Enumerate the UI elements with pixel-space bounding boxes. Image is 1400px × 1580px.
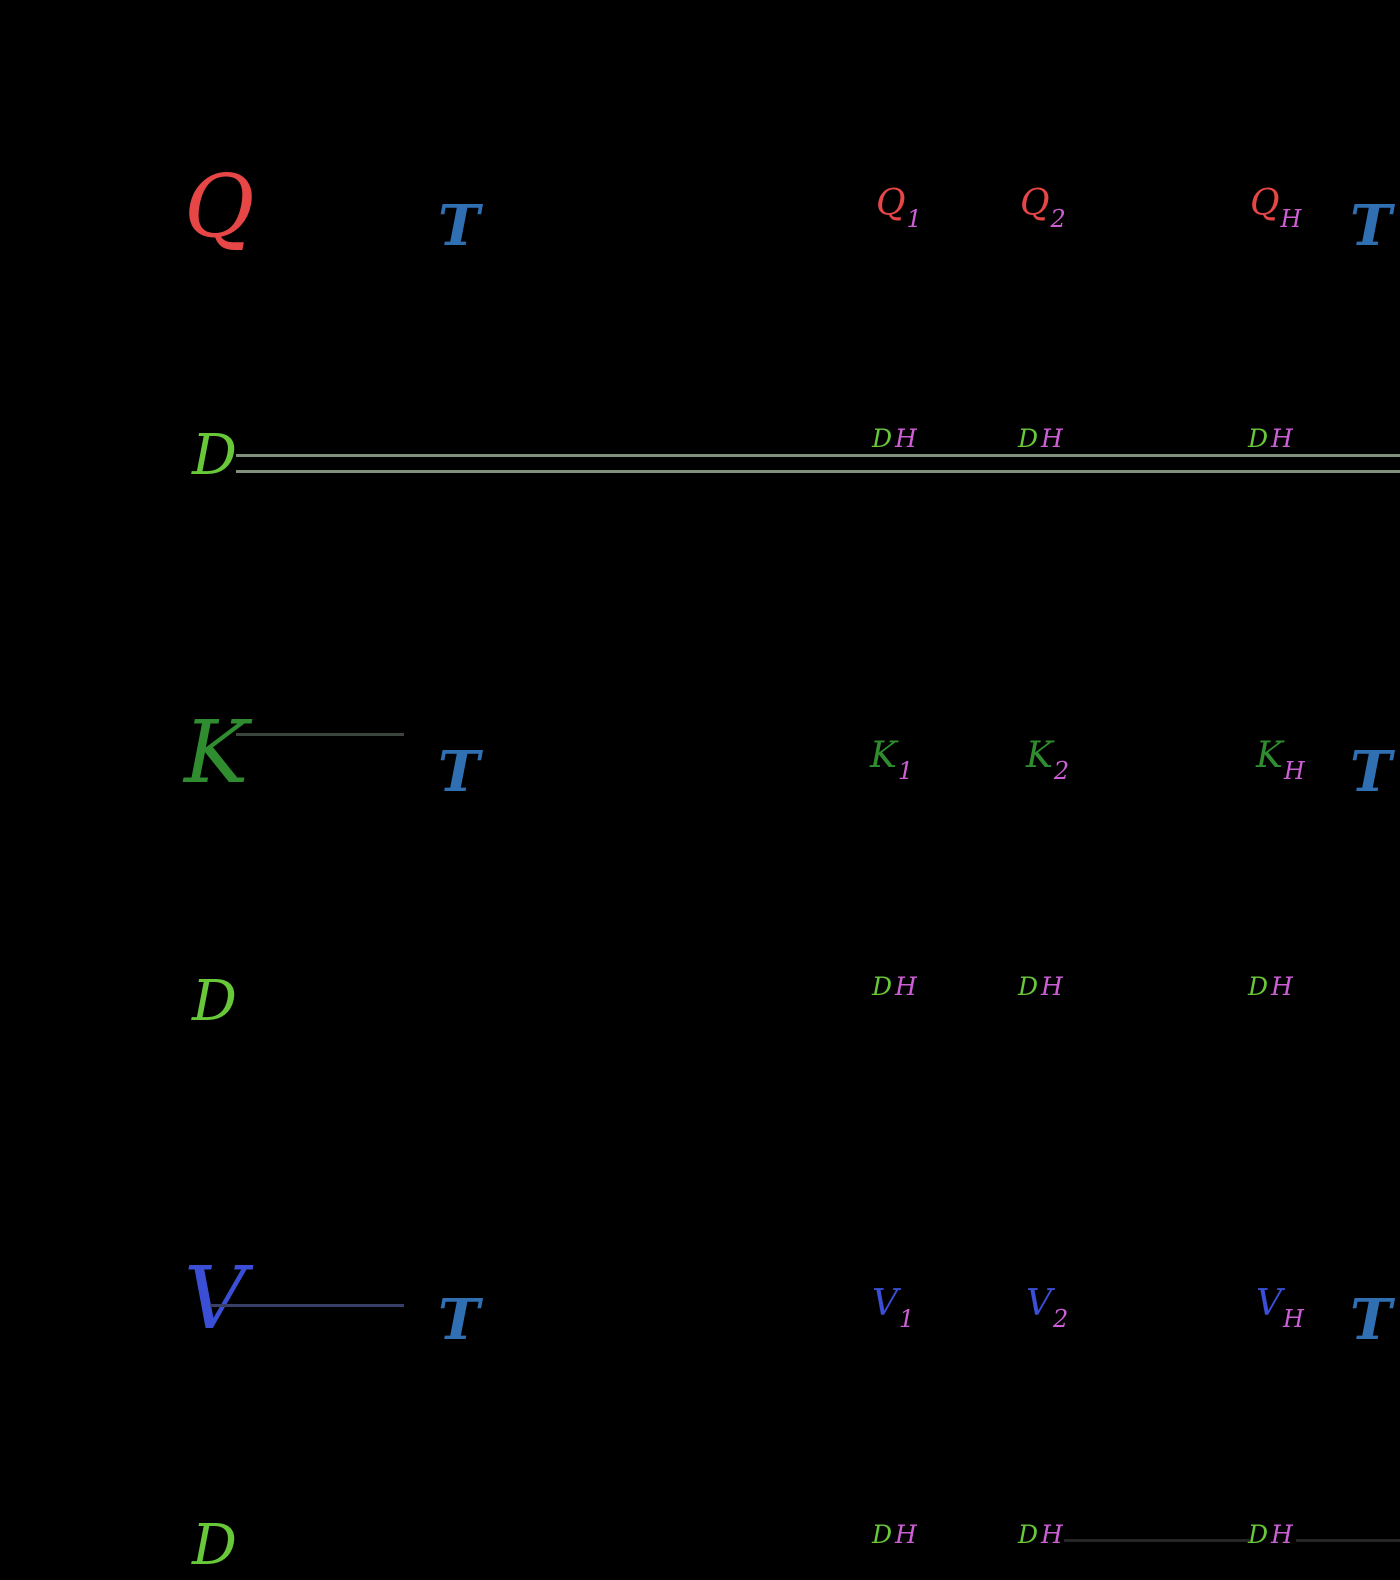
value-matrix-label: V [184,1249,247,1349]
value-heads-bottom-line-2 [1296,1539,1400,1542]
query-head-h-label: QH [1250,183,1302,233]
key-head-2-label: K2 [1026,735,1070,785]
value-dim-label: D [192,1513,237,1578]
value-head-h-label: VH [1256,1283,1304,1333]
value-head-1-label: V1 [872,1283,915,1333]
query-head-1-label: Q1 [876,183,922,233]
query-bottom-border [236,470,1400,473]
query-heads-seq-length-label: T [1350,193,1392,259]
key-head-1-label: K1 [870,735,914,785]
query-top-border [236,454,1400,457]
value-heads-bottom-line-1 [1064,1539,1250,1542]
value-head-2-label: V2 [1026,1283,1069,1333]
key-dim-label: D [192,969,237,1034]
key-edge-line [236,733,404,736]
key-heads-seq-length-label: T [1350,739,1392,805]
key-seq-length-label: T [438,739,480,805]
value-heads-seq-length-label: T [1350,1287,1392,1353]
query-head-2-label: Q2 [1020,183,1066,233]
value-seq-length-label: T [438,1287,480,1353]
query-dim-label: D [192,423,237,488]
key-matrix-label: K [184,703,249,803]
query-matrix-label: Q [184,157,255,257]
query-seq-length-label: T [438,193,480,259]
key-head-h-label: KH [1256,735,1305,785]
value-edge-line [210,1304,404,1307]
